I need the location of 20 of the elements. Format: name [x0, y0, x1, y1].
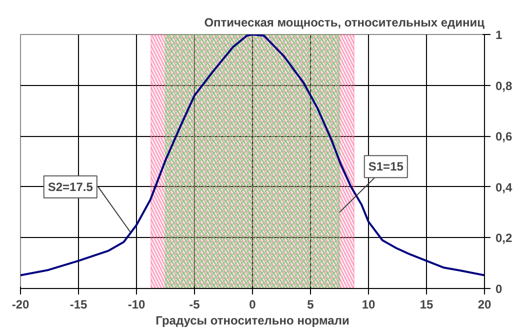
x-tick-label: 5: [307, 298, 314, 312]
annotation: S1=15: [368, 160, 404, 174]
x-tick-label: -10: [128, 298, 146, 312]
x-axis-title: Градусы относительно нормали: [156, 314, 350, 328]
y-tick-label: 0,8: [496, 78, 513, 93]
y-tick-label: 0,2: [496, 231, 513, 246]
line-series: [20, 34, 484, 276]
x-tick-label: -20: [12, 298, 30, 312]
y-tick-label: 1: [496, 28, 502, 42]
y-axis-title: Оптическая мощность, относительных единиц: [204, 16, 486, 30]
y-tick-label: 0,6: [496, 130, 513, 144]
x-tick-label: -15: [70, 298, 88, 312]
x-tick-label: 10: [362, 298, 376, 312]
y-tick-label: 0: [496, 282, 502, 296]
x-tick-label: 0: [249, 298, 256, 312]
x-tick-label: 20: [478, 298, 492, 312]
y-tick-label: 0,4: [496, 180, 513, 194]
annotation: S2=17.5: [48, 180, 94, 194]
x-tick-label: -5: [189, 298, 200, 312]
x-tick-label: 15: [420, 298, 434, 312]
